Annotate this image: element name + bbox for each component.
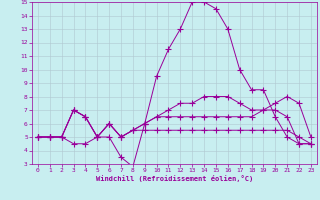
X-axis label: Windchill (Refroidissement éolien,°C): Windchill (Refroidissement éolien,°C) xyxy=(96,175,253,182)
